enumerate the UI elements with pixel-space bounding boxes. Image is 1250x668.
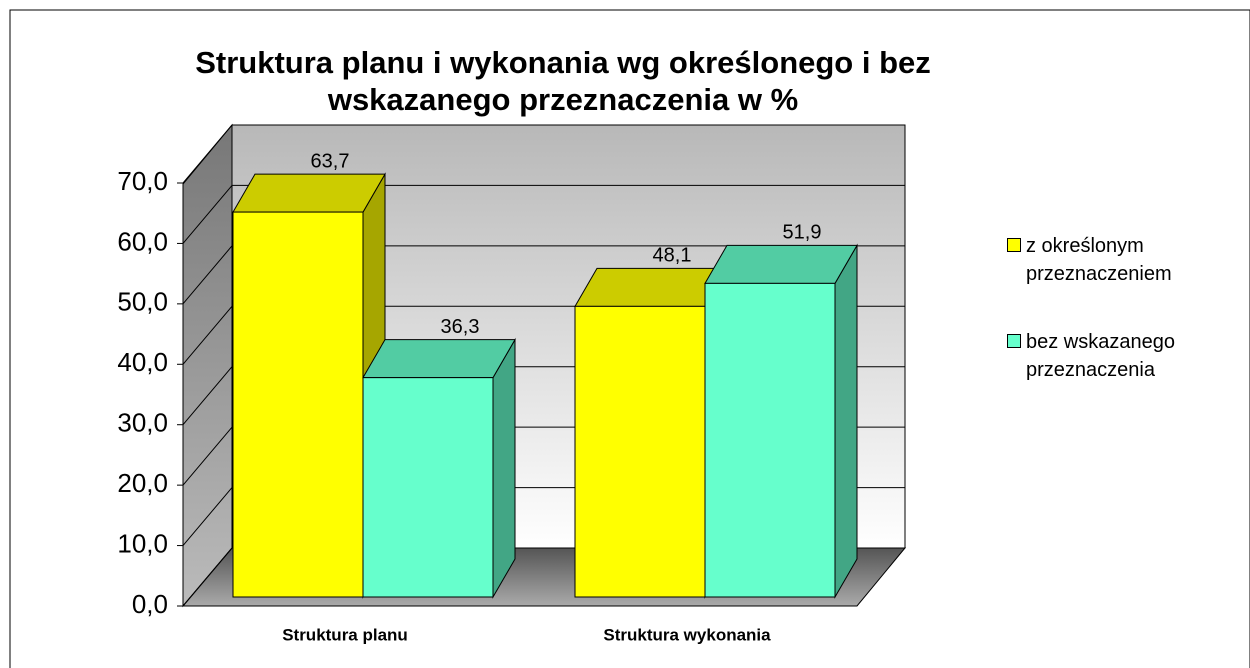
legend-swatch: [1007, 334, 1021, 348]
bar-top: [232, 173, 386, 213]
y-tick-label: 0,0: [132, 589, 168, 619]
grid-line: [182, 366, 233, 426]
y-tick-label: 30,0: [117, 408, 168, 438]
grid-line: [182, 487, 233, 546]
bar-top: [704, 244, 858, 284]
data-label: 48,1: [653, 245, 692, 267]
x-tick-label: Struktura wykonania: [603, 625, 771, 644]
grid-line: [182, 245, 233, 305]
y-tick-label: 60,0: [117, 226, 168, 256]
grid-line: [182, 185, 233, 244]
data-label: 51,9: [783, 222, 822, 244]
chart-title: Struktura planu i wykonania wg określone…: [195, 45, 931, 117]
legend-label: bez wskazanego przeznaczenia: [1026, 331, 1175, 381]
bar-side: [492, 337, 516, 599]
data-label: 36,3: [441, 316, 480, 338]
y-tick-label: 20,0: [117, 468, 168, 498]
bar-top: [362, 339, 516, 379]
data-label: 63,7: [311, 150, 350, 172]
side-wall: [182, 123, 233, 608]
y-tick-label: 50,0: [117, 287, 168, 317]
bar-side: [834, 243, 858, 599]
frame: [9, 9, 1250, 668]
bar: [362, 377, 494, 598]
y-tick-label: 10,0: [117, 528, 168, 558]
grid-line: [182, 547, 233, 607]
grid-line: [182, 124, 233, 184]
x-tick-label: Struktura planu: [282, 625, 408, 644]
bar-top: [574, 267, 728, 307]
bar: [232, 211, 364, 598]
grid-line: [182, 426, 233, 486]
legend-swatch: [1007, 238, 1021, 252]
y-tick-label: 70,0: [117, 166, 168, 196]
bar: [704, 282, 836, 598]
legend-label: z określonym przeznaczeniem: [1026, 235, 1172, 285]
grid-line: [182, 305, 233, 365]
bar: [574, 305, 706, 598]
y-tick-label: 40,0: [117, 347, 168, 377]
